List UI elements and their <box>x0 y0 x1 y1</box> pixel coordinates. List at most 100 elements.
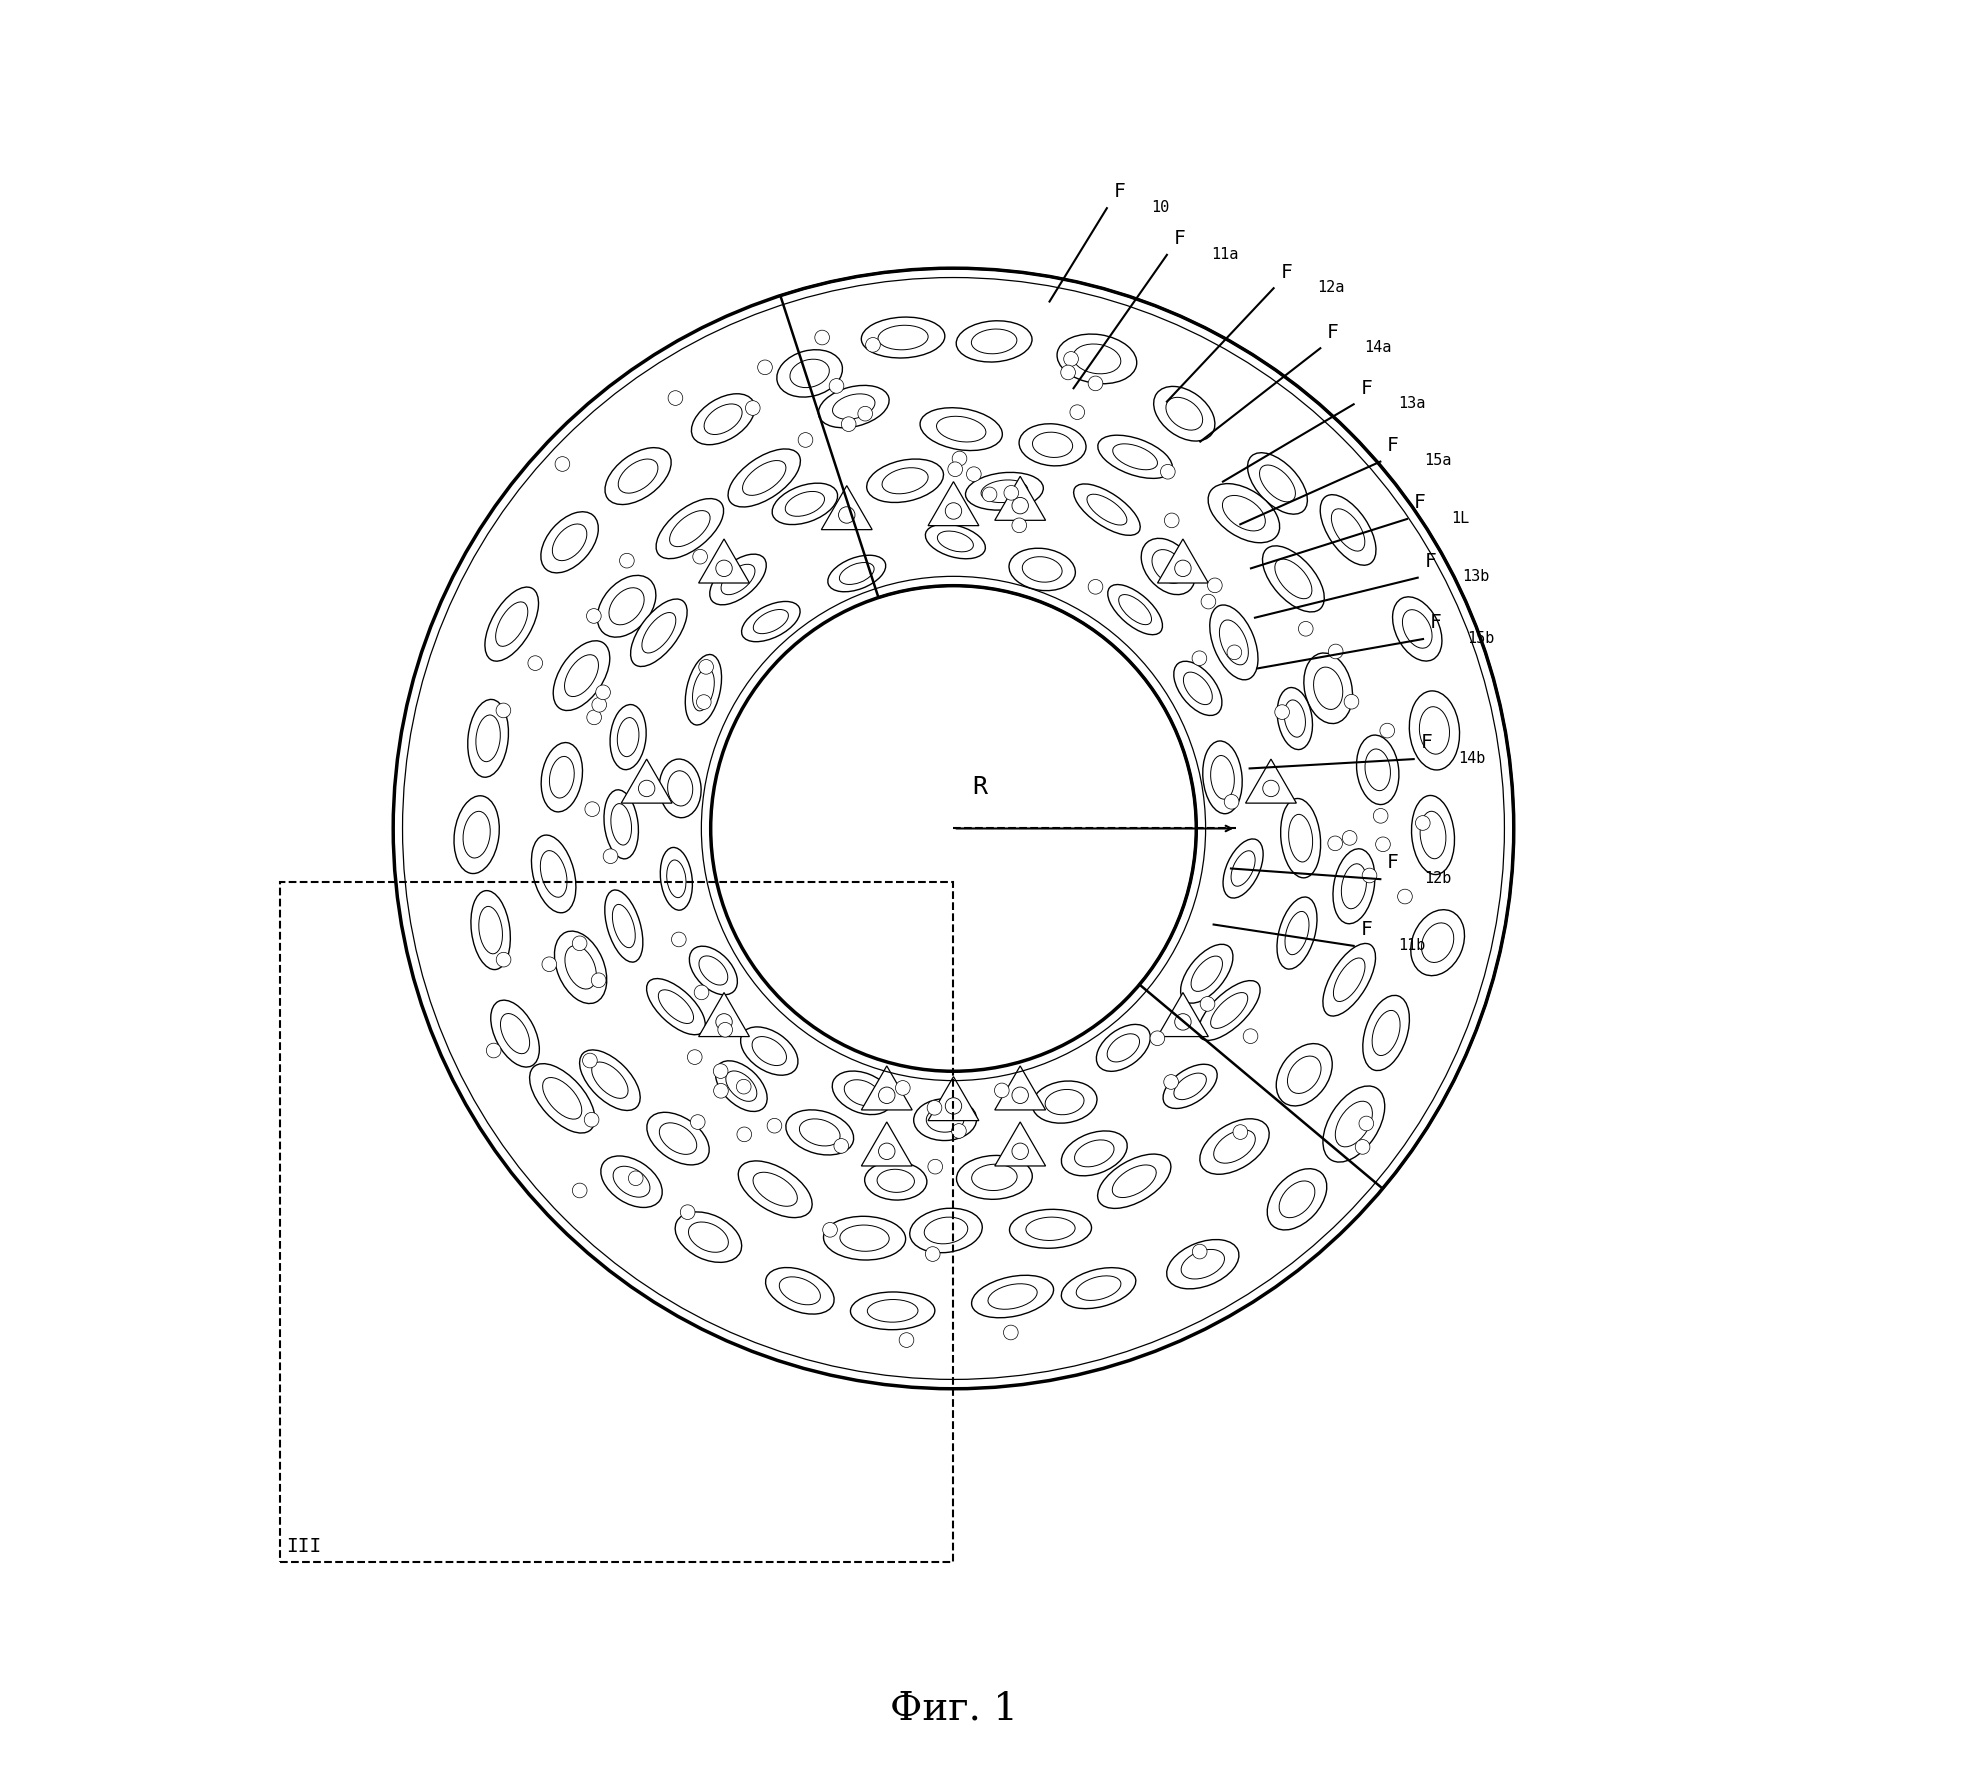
Ellipse shape <box>608 588 644 626</box>
Ellipse shape <box>753 1173 797 1207</box>
Circle shape <box>582 1054 598 1068</box>
Circle shape <box>1234 1125 1248 1139</box>
Ellipse shape <box>1222 496 1266 531</box>
Circle shape <box>1011 517 1027 533</box>
Ellipse shape <box>1421 922 1454 963</box>
Ellipse shape <box>715 1061 767 1111</box>
Ellipse shape <box>491 1000 538 1066</box>
Ellipse shape <box>1260 466 1296 501</box>
Circle shape <box>1160 464 1174 480</box>
Ellipse shape <box>1202 741 1242 814</box>
Text: F: F <box>1413 494 1425 512</box>
Circle shape <box>1375 837 1391 851</box>
Ellipse shape <box>1393 597 1443 661</box>
Ellipse shape <box>699 956 727 984</box>
Ellipse shape <box>882 467 928 494</box>
Circle shape <box>487 1043 501 1057</box>
Circle shape <box>1174 1013 1190 1031</box>
Ellipse shape <box>660 759 701 817</box>
Ellipse shape <box>1323 944 1375 1016</box>
Circle shape <box>688 1050 701 1064</box>
Ellipse shape <box>1162 1064 1218 1109</box>
Text: F: F <box>1431 613 1441 633</box>
Ellipse shape <box>868 1299 918 1322</box>
Ellipse shape <box>779 1278 821 1304</box>
Ellipse shape <box>501 1013 531 1054</box>
Circle shape <box>1164 514 1178 528</box>
Ellipse shape <box>1210 755 1234 800</box>
Circle shape <box>878 1143 894 1160</box>
Text: R: R <box>974 775 988 800</box>
Ellipse shape <box>823 1215 906 1260</box>
Ellipse shape <box>1021 556 1063 583</box>
Circle shape <box>497 952 511 967</box>
Ellipse shape <box>956 322 1031 363</box>
Ellipse shape <box>592 1063 628 1098</box>
Ellipse shape <box>1113 444 1158 469</box>
Polygon shape <box>1246 759 1296 803</box>
Ellipse shape <box>1224 839 1264 897</box>
Ellipse shape <box>1403 610 1433 649</box>
Ellipse shape <box>751 1036 787 1066</box>
Bar <box>280 881 954 1562</box>
Circle shape <box>1224 794 1240 809</box>
Ellipse shape <box>1061 1267 1137 1308</box>
Circle shape <box>948 462 962 476</box>
Ellipse shape <box>648 1112 709 1166</box>
Ellipse shape <box>618 458 658 494</box>
Polygon shape <box>821 485 872 530</box>
Text: F: F <box>1361 379 1373 398</box>
Circle shape <box>994 1082 1009 1098</box>
Polygon shape <box>860 1066 912 1111</box>
Circle shape <box>638 780 656 796</box>
Ellipse shape <box>966 473 1043 510</box>
Ellipse shape <box>860 316 946 357</box>
Ellipse shape <box>1200 1120 1270 1175</box>
Circle shape <box>1192 1244 1206 1258</box>
Circle shape <box>596 684 610 700</box>
Ellipse shape <box>618 718 640 757</box>
Circle shape <box>689 1114 705 1130</box>
Ellipse shape <box>1113 1166 1156 1198</box>
Polygon shape <box>928 1077 980 1121</box>
Ellipse shape <box>542 1077 582 1120</box>
Circle shape <box>952 451 968 466</box>
Ellipse shape <box>1288 1056 1321 1093</box>
Ellipse shape <box>1019 423 1087 466</box>
Ellipse shape <box>656 499 723 558</box>
Ellipse shape <box>920 407 1001 451</box>
Text: F: F <box>1280 263 1292 281</box>
Circle shape <box>1327 835 1343 851</box>
Ellipse shape <box>725 1072 757 1102</box>
Ellipse shape <box>1180 1249 1224 1279</box>
Ellipse shape <box>1365 748 1391 791</box>
Circle shape <box>1373 809 1389 823</box>
Text: Фиг. 1: Фиг. 1 <box>890 1690 1017 1727</box>
Ellipse shape <box>668 860 686 897</box>
Circle shape <box>835 1139 848 1153</box>
Circle shape <box>866 338 880 352</box>
Circle shape <box>715 560 733 576</box>
Circle shape <box>926 1247 940 1262</box>
Ellipse shape <box>1363 995 1409 1070</box>
Ellipse shape <box>1409 691 1460 769</box>
Ellipse shape <box>1411 910 1464 976</box>
Ellipse shape <box>1184 672 1212 705</box>
Ellipse shape <box>866 458 944 503</box>
Circle shape <box>592 697 606 713</box>
Circle shape <box>1192 650 1206 666</box>
Circle shape <box>896 1080 910 1095</box>
Circle shape <box>1343 830 1357 846</box>
Circle shape <box>1343 695 1359 709</box>
Ellipse shape <box>727 450 801 506</box>
Ellipse shape <box>799 1120 841 1146</box>
Ellipse shape <box>604 789 638 858</box>
Ellipse shape <box>1319 494 1375 565</box>
Circle shape <box>586 711 602 725</box>
Ellipse shape <box>1190 956 1222 992</box>
Ellipse shape <box>926 524 986 558</box>
Ellipse shape <box>924 1217 968 1244</box>
Ellipse shape <box>1220 620 1248 665</box>
Polygon shape <box>995 476 1045 521</box>
Circle shape <box>1003 1326 1017 1340</box>
